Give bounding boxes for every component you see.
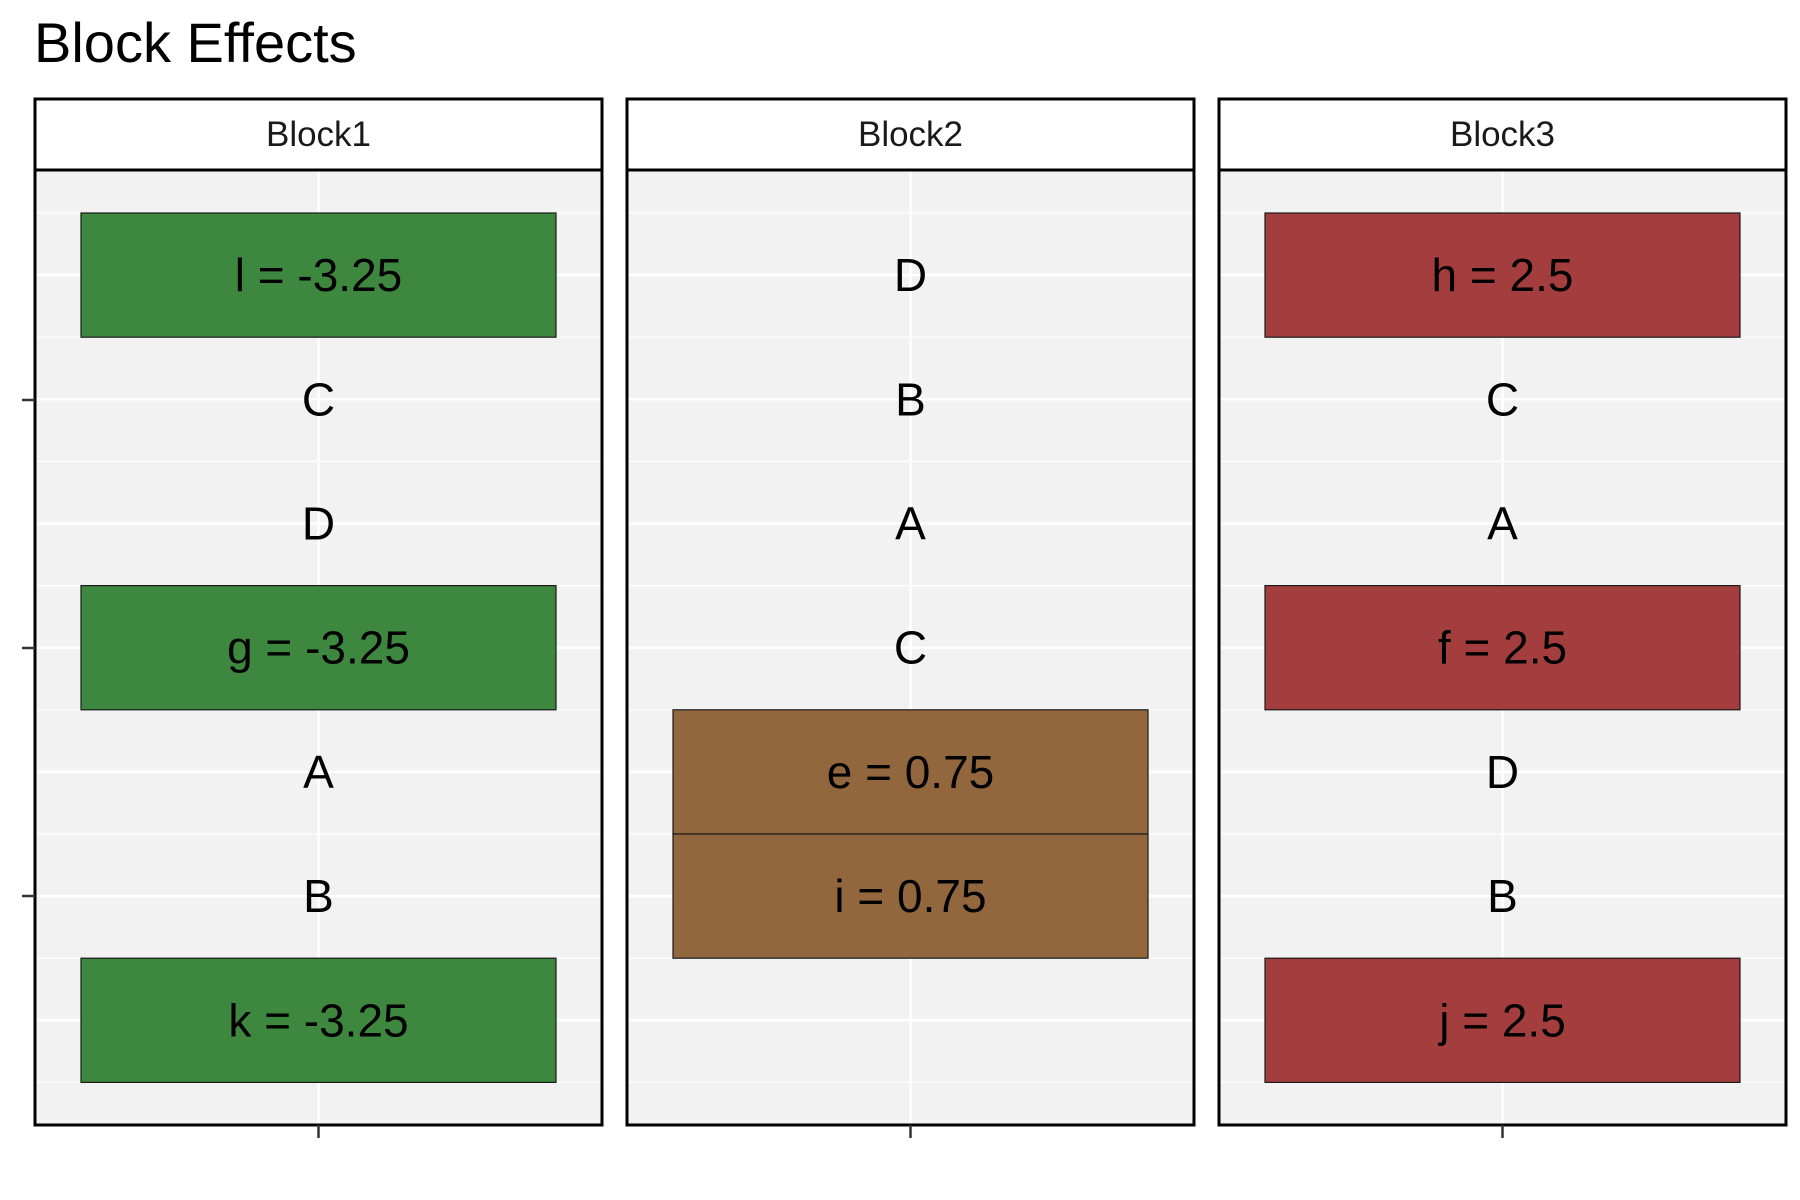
effect-bar — [672, 833, 1149, 959]
treatment-label: D — [302, 498, 335, 550]
effect-bar — [80, 957, 557, 1084]
treatment-label: C — [1486, 373, 1519, 425]
effect-bar — [1264, 957, 1741, 1084]
effect-label: l = -3.25 — [235, 249, 403, 301]
effect-bar — [80, 212, 557, 338]
panels-layer: l = -3.25 C Dg = -3.25 A Bk = -3.25 Block1 D B A… — [22, 97, 1788, 1138]
strip-label: Block3 — [1450, 115, 1555, 154]
effect-bar — [1264, 212, 1741, 338]
treatment-label: C — [894, 622, 927, 674]
treatment-label: B — [303, 870, 334, 922]
panel-2: D B A Ce = 0.75 i = 0.75 Block2 — [625, 97, 1196, 1138]
effect-bar — [672, 709, 1149, 835]
effect-label: h = 2.5 — [1432, 249, 1574, 301]
effect-bar — [80, 584, 557, 711]
treatment-label: D — [894, 249, 927, 301]
treatment-label: B — [1487, 870, 1518, 922]
strip-box — [1217, 97, 1788, 172]
effect-label: g = -3.25 — [227, 622, 410, 674]
effect-label: e = 0.75 — [827, 746, 995, 798]
effect-bar — [1264, 584, 1741, 711]
effect-label: j = 2.5 — [1437, 994, 1566, 1046]
strip-box — [33, 97, 604, 172]
effect-label: i = 0.75 — [834, 870, 986, 922]
treatment-label: A — [895, 498, 926, 550]
strip-box — [625, 97, 1196, 172]
effect-label: f = 2.5 — [1438, 622, 1567, 674]
panel-3: h = 2.5 C Af = 2.5 D Bj = 2.5 Block3 — [1217, 97, 1788, 1138]
treatment-label: B — [895, 373, 926, 425]
treatment-label: A — [1487, 498, 1518, 550]
chart-title: Block Effects — [34, 11, 357, 74]
strip-label: Block2 — [858, 115, 963, 154]
treatment-label: C — [302, 373, 335, 425]
treatment-label: D — [1486, 746, 1519, 798]
treatment-label: A — [303, 746, 334, 798]
effect-label: k = -3.25 — [228, 994, 408, 1046]
panel-1: l = -3.25 C Dg = -3.25 A Bk = -3.25 Block1 — [33, 97, 604, 1138]
strip-label: Block1 — [266, 115, 371, 154]
